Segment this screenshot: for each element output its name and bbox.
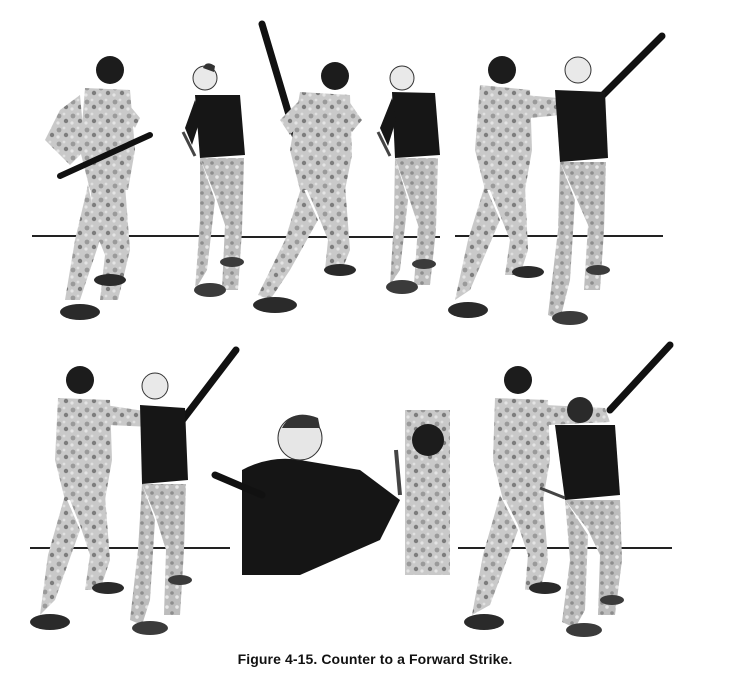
panel-4-defender	[130, 346, 240, 635]
panel-3-defender	[548, 32, 666, 325]
panel-2-defender	[376, 65, 440, 294]
panel-2-attacker	[253, 20, 362, 313]
panel-6-defender	[539, 397, 624, 637]
panel-1-attacker	[45, 56, 153, 320]
panel-4-attacker	[30, 366, 175, 630]
panel-1-defender	[181, 63, 245, 297]
panel-5-closeup	[211, 410, 450, 575]
figure-caption: Figure 4-15. Counter to a Forward Strike…	[237, 651, 513, 667]
